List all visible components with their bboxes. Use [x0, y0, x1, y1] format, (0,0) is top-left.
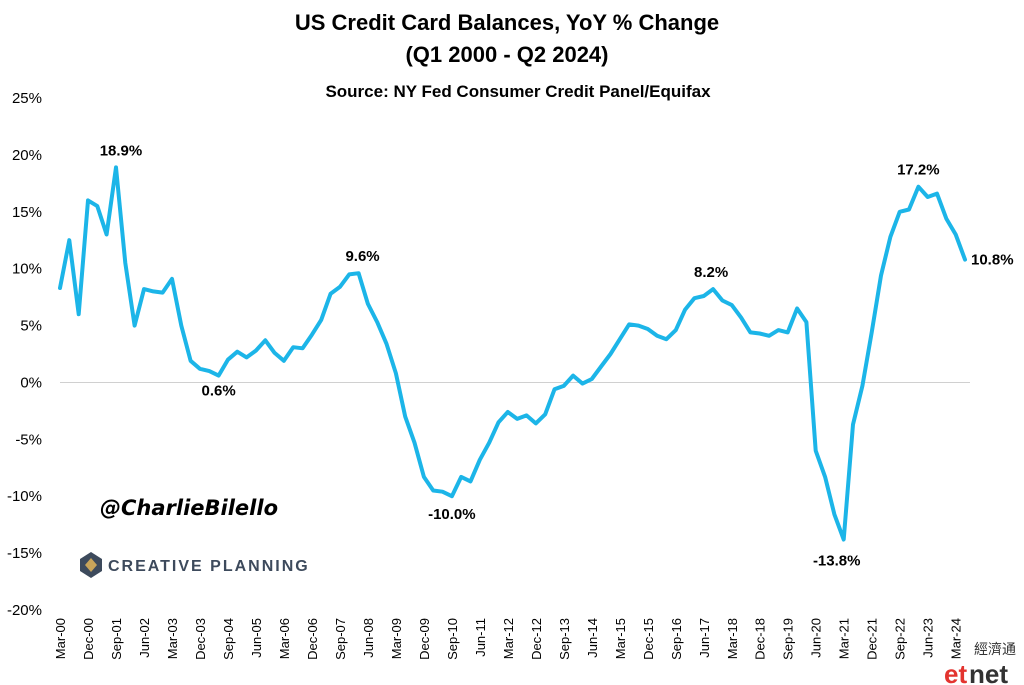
y-tick-label: 10% [12, 261, 42, 278]
data-label: -13.8% [813, 552, 861, 569]
x-tick-label: Dec-18 [753, 618, 768, 660]
x-tick-label: Dec-03 [193, 618, 208, 660]
y-tick-label: 0% [20, 374, 42, 391]
x-tick-label: Jun-05 [249, 618, 264, 658]
x-tick-label: Sep-13 [557, 618, 572, 660]
author-handle: @CharlieBilello [100, 496, 278, 520]
x-tick-label: Jun-23 [921, 618, 936, 658]
x-tick-label: Sep-10 [445, 618, 460, 660]
x-tick-label: Mar-06 [277, 618, 292, 659]
y-axis: -20% -15% -10% -5% 0% 5% 10% 15% 20% 25% [7, 90, 42, 619]
data-label: -10.0% [428, 506, 476, 523]
x-tick-label: Dec-21 [865, 618, 880, 660]
y-tick-label: 20% [12, 147, 42, 164]
x-tick-label: Sep-07 [333, 618, 348, 660]
x-tick-label: Jun-02 [137, 618, 152, 658]
y-tick-label: -5% [15, 431, 42, 448]
etnet-watermark: 經濟通 et net [944, 642, 1016, 685]
y-tick-label: 25% [12, 90, 42, 107]
y-tick-label: 5% [20, 318, 42, 335]
watermark-chinese: 經濟通 [974, 642, 1016, 658]
x-tick-label: Sep-22 [893, 618, 908, 660]
x-tick-label: Sep-04 [221, 618, 236, 660]
data-label: 8.2% [694, 264, 728, 281]
data-label: 18.9% [100, 142, 143, 159]
watermark-net: net [969, 659, 1008, 685]
y-tick-label: -10% [7, 488, 42, 505]
x-tick-label: Jun-11 [473, 618, 488, 657]
x-tick-label: Mar-09 [389, 618, 404, 659]
x-tick-label: Mar-18 [725, 618, 740, 659]
x-tick-label: Dec-15 [641, 618, 656, 660]
x-tick-label: Dec-09 [417, 618, 432, 660]
y-tick-label: -20% [7, 602, 42, 619]
data-labels: 18.9% 0.6% 9.6% -10.0% 8.2% -13.8% 17.2% 10.8% [100, 142, 1014, 569]
x-tick-label: Mar-00 [53, 618, 68, 659]
x-tick-label: Sep-16 [669, 618, 684, 660]
x-tick-label: Jun-20 [809, 618, 824, 658]
y-tick-label: -15% [7, 545, 42, 562]
x-tick-label: Dec-00 [81, 618, 96, 660]
y-tick-label: 15% [12, 204, 42, 221]
series-line [58, 165, 967, 542]
x-tick-label: Jun-17 [697, 618, 712, 658]
data-label: 9.6% [345, 248, 379, 265]
logo-mark-icon [80, 552, 102, 578]
x-tick-label: Dec-12 [529, 618, 544, 660]
x-tick-label: Sep-19 [781, 618, 796, 660]
x-tick-label: Sep-01 [109, 618, 124, 660]
data-label: 10.8% [971, 252, 1014, 269]
data-label: 17.2% [897, 162, 940, 179]
logo-text: CREATIVE PLANNING [108, 558, 310, 575]
x-tick-label: Jun-14 [585, 618, 600, 658]
chart-subtitle: Source: NY Fed Consumer Credit Panel/Equ… [325, 82, 711, 101]
chart-title-line1: US Credit Card Balances, YoY % Change [295, 10, 719, 35]
x-tick-label: Mar-21 [837, 618, 852, 659]
x-tick-label: Dec-06 [305, 618, 320, 660]
creative-planning-logo: CREATIVE PLANNING [80, 552, 310, 578]
x-tick-label: Mar-03 [165, 618, 180, 659]
data-label: 0.6% [202, 383, 236, 400]
chart-title-line2: (Q1 2000 - Q2 2024) [405, 42, 608, 67]
series-layer [58, 165, 967, 542]
watermark-et: et [944, 659, 967, 685]
x-axis: Mar-00 Dec-00 Sep-01 Jun-02 Mar-03 Dec-03 Sep-… [53, 618, 964, 660]
x-tick-label: Mar-24 [949, 618, 964, 659]
x-tick-label: Jun-08 [361, 618, 376, 658]
x-tick-label: Mar-12 [501, 618, 516, 659]
x-tick-label: Mar-15 [613, 618, 628, 659]
